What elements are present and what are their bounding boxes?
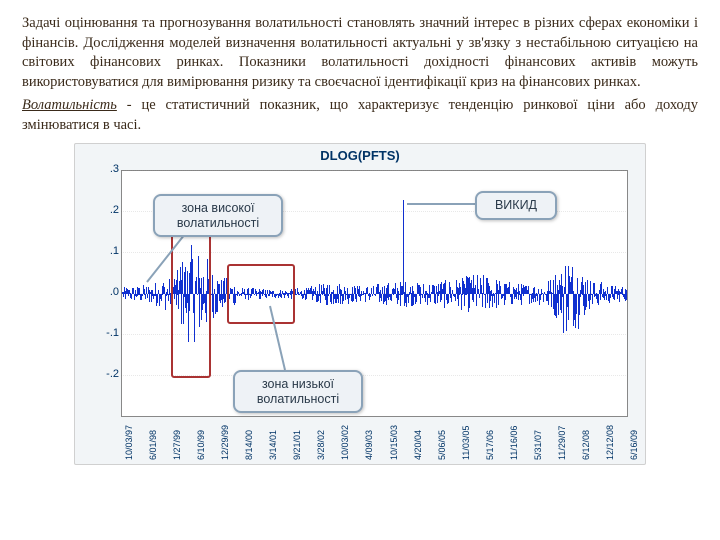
x-tick-label: 3/14/01	[268, 430, 270, 460]
y-tick-label: .1	[91, 245, 119, 257]
term-volatility: Волатильність	[22, 97, 117, 113]
x-tick-label: 8/14/00	[244, 430, 246, 460]
y-tick-label: .2	[91, 204, 119, 216]
callout-low-volatility: зона низької волатильності	[233, 370, 363, 413]
y-tick-label: .0	[91, 286, 119, 298]
paragraph-definition: Волатильність - це статистичний показник…	[22, 96, 698, 135]
x-tick-label: 12/29/99	[220, 425, 222, 460]
x-tick-label: 1/27/99	[172, 430, 174, 460]
x-tick-label: 6/16/09	[629, 430, 631, 460]
x-tick-label: 5/06/05	[437, 430, 439, 460]
x-tick-label: 9/21/01	[292, 430, 294, 460]
connector-high	[135, 232, 195, 292]
x-tick-label: 11/16/06	[509, 426, 511, 460]
volatility-chart: DLOG(PFTS) зона високої волатильності ВИ…	[74, 143, 646, 465]
connector-outlier	[405, 192, 485, 222]
x-axis-labels: 10/03/97 6/01/98 1/27/99 6/10/99 12/29/99 8/1…	[121, 420, 626, 462]
x-tick-label: 3/28/02	[316, 430, 318, 460]
x-tick-label: 5/17/06	[485, 430, 487, 460]
x-tick-label: 6/01/98	[148, 430, 150, 460]
x-tick-label: 11/03/05	[461, 426, 463, 460]
connector-low	[265, 304, 305, 374]
x-tick-label: 6/12/08	[581, 430, 583, 460]
x-tick-label: 4/20/04	[413, 430, 415, 460]
y-tick-label: -.2	[91, 368, 119, 380]
x-tick-label: 11/29/07	[557, 426, 559, 460]
x-tick-label: 12/12/08	[605, 425, 607, 460]
callout-high-volatility: зона високої волатильності	[153, 194, 283, 237]
x-tick-label: 10/03/02	[340, 425, 342, 460]
x-tick-label: 5/31/07	[533, 430, 535, 460]
gridline	[121, 170, 626, 171]
x-tick-label: 10/15/03	[389, 425, 391, 460]
x-tick-label: 10/03/97	[124, 425, 126, 460]
x-tick-label: 6/10/99	[196, 430, 198, 460]
definition-text: - це статистичний показник, що характери…	[22, 97, 698, 133]
chart-title: DLOG(PFTS)	[75, 148, 645, 163]
paragraph-intro: Задачі оцінювання та прогнозування волат…	[22, 14, 698, 92]
callout-outlier: ВИКИД	[475, 191, 557, 219]
y-tick-label: -.1	[91, 327, 119, 339]
y-tick-label: .3	[91, 163, 119, 175]
x-tick-label: 4/09/03	[364, 430, 366, 460]
